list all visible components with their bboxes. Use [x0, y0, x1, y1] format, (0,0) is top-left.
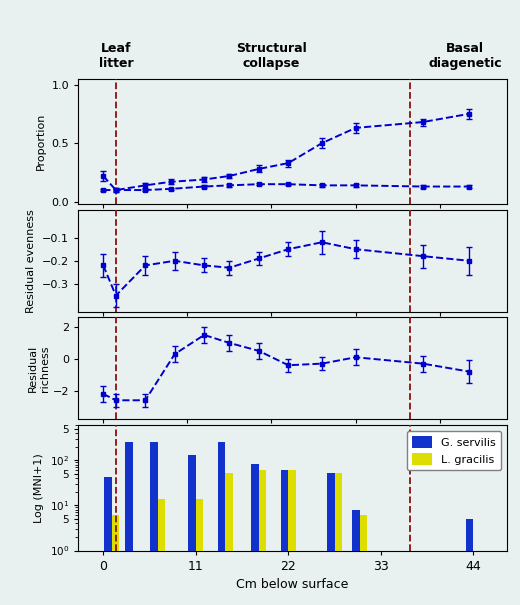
Legend: G. servilis, L. gracilis: G. servilis, L. gracilis	[407, 431, 501, 470]
Bar	[288, 469, 296, 551]
Bar	[196, 499, 203, 551]
Bar	[259, 469, 266, 551]
Y-axis label: Proportion: Proportion	[36, 113, 46, 170]
Bar	[327, 473, 334, 551]
Y-axis label: Log (MNI+1): Log (MNI+1)	[34, 453, 44, 523]
Bar	[150, 442, 158, 551]
Y-axis label: Residual evenness: Residual evenness	[27, 209, 36, 313]
Text: Basal
diagenetic: Basal diagenetic	[428, 42, 502, 70]
Y-axis label: Residual
richness: Residual richness	[28, 345, 50, 392]
Bar	[334, 473, 342, 551]
X-axis label: Cm below surface: Cm below surface	[236, 578, 349, 591]
Bar	[352, 510, 360, 551]
Text: Leaf
litter: Leaf litter	[99, 42, 133, 70]
Bar	[281, 469, 288, 551]
Bar	[466, 519, 473, 551]
Bar	[188, 455, 196, 551]
Bar	[251, 464, 259, 551]
Bar	[360, 515, 367, 551]
Bar	[218, 442, 225, 551]
Bar	[104, 477, 112, 551]
Text: Structural
collapse: Structural collapse	[236, 42, 307, 70]
Bar	[225, 473, 233, 551]
Bar	[112, 515, 119, 551]
Bar	[125, 442, 133, 551]
Bar	[158, 499, 165, 551]
